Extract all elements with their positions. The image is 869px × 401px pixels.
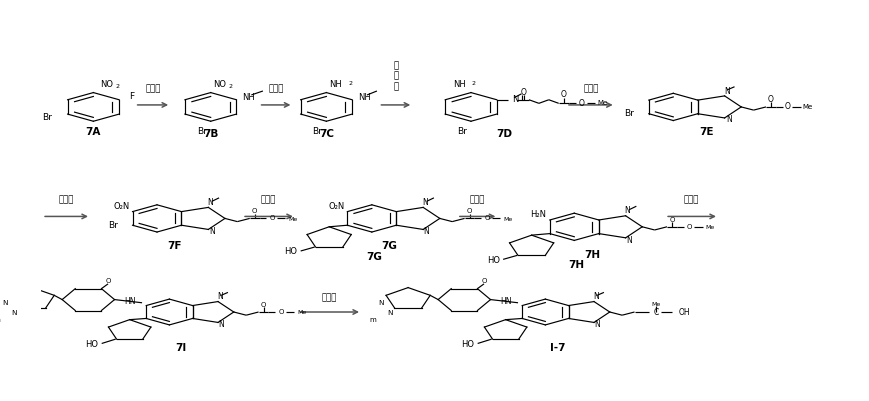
Text: 7G: 7G — [367, 252, 382, 262]
Text: 2: 2 — [116, 84, 120, 89]
Text: C: C — [653, 308, 659, 316]
Text: N: N — [593, 292, 599, 301]
Text: O: O — [561, 90, 567, 99]
Text: N: N — [626, 236, 632, 245]
Text: N: N — [218, 320, 224, 329]
Text: O: O — [484, 215, 489, 221]
Text: 7F: 7F — [168, 241, 182, 251]
Text: Me: Me — [706, 225, 714, 230]
Text: 7C: 7C — [319, 129, 334, 139]
Text: 第一步: 第一步 — [145, 84, 161, 93]
Text: 2: 2 — [229, 84, 232, 89]
Text: NH: NH — [453, 80, 466, 89]
Text: F: F — [129, 92, 135, 101]
Text: NO: NO — [213, 80, 226, 89]
Text: HO: HO — [461, 340, 474, 349]
Text: 第二步: 第二步 — [269, 84, 283, 93]
Text: 7B: 7B — [203, 129, 218, 139]
Text: Me: Me — [289, 217, 297, 222]
Text: 第六步: 第六步 — [261, 195, 276, 205]
Text: N: N — [726, 115, 733, 124]
Text: 7H: 7H — [584, 250, 600, 260]
Text: O: O — [687, 224, 692, 230]
Text: NH: NH — [329, 80, 342, 89]
Text: N: N — [216, 292, 222, 301]
Text: O: O — [105, 278, 110, 284]
Text: N: N — [423, 227, 429, 236]
Text: HN: HN — [500, 297, 512, 306]
Text: O₂N: O₂N — [114, 202, 130, 211]
Text: 2: 2 — [348, 81, 352, 86]
Text: O: O — [481, 278, 487, 284]
Text: O: O — [261, 302, 266, 308]
Text: O: O — [579, 99, 585, 108]
Text: Me: Me — [503, 217, 512, 222]
Text: O: O — [252, 208, 257, 214]
Text: O: O — [785, 102, 791, 111]
Text: HO: HO — [85, 340, 98, 349]
Text: O: O — [521, 88, 527, 97]
Text: N: N — [379, 300, 384, 306]
Text: NH: NH — [358, 93, 371, 102]
Text: 7H: 7H — [568, 260, 585, 270]
Text: Me: Me — [297, 310, 306, 315]
Text: Br: Br — [313, 127, 322, 136]
Text: 第八步: 第八步 — [684, 195, 700, 205]
Text: O: O — [669, 217, 674, 223]
Text: m: m — [369, 317, 375, 323]
Text: 7D: 7D — [496, 129, 512, 139]
Text: 7I: 7I — [176, 343, 187, 353]
Text: HO: HO — [487, 256, 500, 265]
Text: O: O — [269, 215, 275, 221]
Text: N: N — [594, 320, 600, 329]
Text: N: N — [3, 300, 8, 306]
Text: O₂N: O₂N — [328, 202, 345, 211]
Text: NH: NH — [242, 93, 255, 102]
Text: N: N — [724, 87, 730, 95]
Text: N: N — [207, 198, 213, 207]
Text: OH: OH — [679, 308, 690, 316]
Text: O: O — [278, 309, 283, 315]
Text: Br: Br — [108, 221, 117, 230]
Text: N: N — [388, 310, 393, 316]
Text: Br: Br — [457, 127, 467, 136]
Text: O: O — [768, 95, 774, 104]
Text: 7G: 7G — [381, 241, 398, 251]
Text: H₂N: H₂N — [530, 210, 546, 219]
Text: Me: Me — [597, 100, 607, 106]
Text: NO: NO — [100, 80, 113, 89]
Text: 7A: 7A — [86, 127, 101, 137]
Text: HN: HN — [124, 297, 136, 306]
Text: 第
三
步: 第 三 步 — [394, 61, 398, 91]
Text: O: O — [467, 208, 472, 214]
Text: N: N — [513, 95, 519, 104]
Text: 第九步: 第九步 — [322, 293, 337, 302]
Text: Me: Me — [802, 104, 813, 110]
Text: Br: Br — [624, 109, 634, 118]
Text: 第七步: 第七步 — [470, 195, 485, 205]
Text: N: N — [11, 310, 17, 316]
Text: I-7: I-7 — [549, 343, 565, 353]
Text: Br: Br — [43, 113, 52, 122]
Text: 2: 2 — [472, 81, 476, 85]
Text: 第五步: 第五步 — [58, 195, 74, 205]
Text: HO: HO — [284, 247, 297, 256]
Text: 7E: 7E — [700, 127, 713, 137]
Text: 第四步: 第四步 — [583, 84, 599, 93]
Text: N: N — [422, 198, 428, 207]
Text: Me: Me — [652, 302, 660, 306]
Text: N: N — [209, 227, 215, 236]
Text: Br: Br — [197, 127, 207, 136]
Text: N: N — [625, 207, 630, 215]
